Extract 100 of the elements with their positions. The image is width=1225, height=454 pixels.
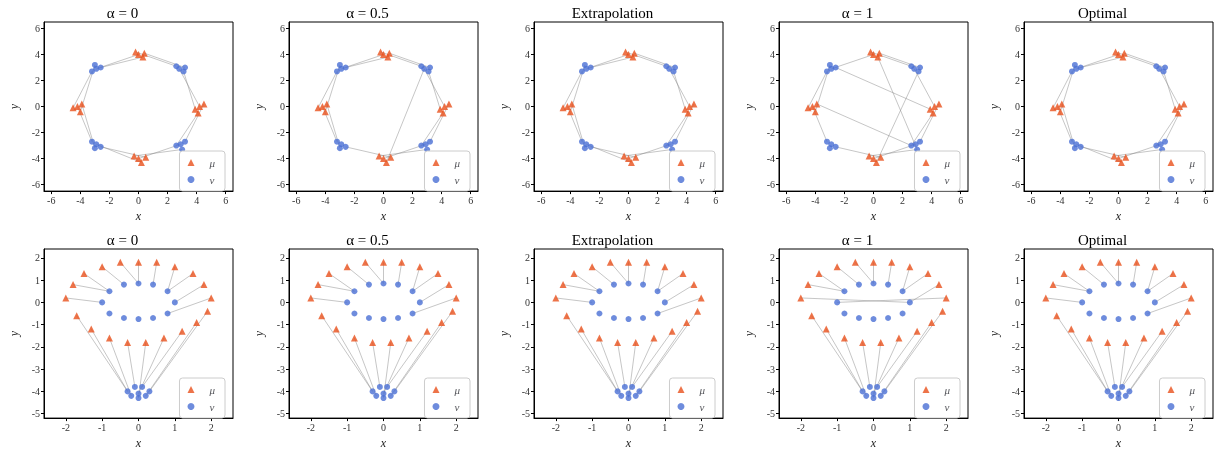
point bbox=[1067, 325, 1075, 333]
point bbox=[610, 314, 617, 321]
point bbox=[137, 158, 145, 166]
point bbox=[1122, 392, 1129, 399]
y-tick-label: 4 bbox=[525, 49, 530, 61]
point bbox=[581, 145, 588, 152]
point bbox=[906, 299, 913, 306]
y-tick-label: -4 bbox=[31, 385, 40, 397]
x-tick-label: -2 bbox=[306, 421, 315, 433]
y-tick-label: 6 bbox=[525, 23, 530, 34]
y-axis-title: y bbox=[252, 330, 266, 338]
point bbox=[382, 158, 390, 166]
point bbox=[826, 145, 833, 152]
point bbox=[409, 288, 416, 295]
x-tick-label: -6 bbox=[292, 194, 301, 206]
point bbox=[427, 64, 434, 71]
point bbox=[1096, 258, 1104, 266]
point bbox=[69, 104, 77, 112]
point bbox=[877, 153, 885, 161]
y-tick-label: 4 bbox=[1015, 49, 1020, 61]
point bbox=[193, 318, 201, 326]
x-tick-label: 6 bbox=[1203, 194, 1209, 206]
legend-label: ν bbox=[454, 400, 460, 413]
point bbox=[1085, 334, 1093, 342]
point bbox=[625, 280, 632, 287]
point bbox=[1077, 143, 1084, 150]
point bbox=[1122, 153, 1130, 161]
point bbox=[899, 288, 906, 295]
y-tick-label: -3 bbox=[521, 363, 530, 375]
point bbox=[395, 281, 402, 288]
y-tick-label: 2 bbox=[525, 75, 530, 87]
x-tick-label: -4 bbox=[1056, 194, 1065, 206]
point bbox=[629, 383, 636, 390]
point bbox=[142, 338, 150, 346]
point bbox=[863, 392, 870, 399]
x-tick-label: 2 bbox=[208, 421, 214, 433]
y-tick-label: 1 bbox=[280, 274, 285, 286]
point bbox=[929, 109, 937, 117]
point bbox=[1108, 392, 1115, 399]
legend-label: μ bbox=[1188, 156, 1196, 169]
point bbox=[684, 109, 692, 117]
x-tick-label: -1 bbox=[832, 421, 842, 433]
point bbox=[654, 288, 661, 295]
x-tick-label: 0 bbox=[626, 194, 631, 206]
y-tick-label: -2 bbox=[521, 341, 530, 353]
point bbox=[625, 155, 632, 163]
point bbox=[427, 138, 434, 145]
point bbox=[69, 281, 77, 289]
point bbox=[1130, 314, 1137, 321]
x-tick-label: -4 bbox=[811, 194, 820, 206]
y-tick-label: 0 bbox=[770, 296, 775, 308]
point bbox=[409, 310, 416, 317]
y-axis-title: y bbox=[497, 103, 511, 111]
point bbox=[80, 269, 88, 277]
point bbox=[336, 145, 343, 152]
point bbox=[1126, 388, 1133, 395]
point bbox=[387, 153, 395, 161]
point bbox=[1174, 109, 1182, 117]
x-tick-label: 4 bbox=[194, 194, 200, 206]
point bbox=[877, 392, 884, 399]
x-tick-label: 0 bbox=[871, 421, 876, 433]
y-tick-label: 1 bbox=[1015, 274, 1020, 286]
point bbox=[1144, 310, 1151, 317]
y-tick-label: -3 bbox=[31, 363, 40, 375]
chart-title: Optimal bbox=[1077, 4, 1128, 21]
point bbox=[855, 314, 862, 321]
point bbox=[380, 316, 387, 323]
x-tick-label: 0 bbox=[626, 421, 631, 433]
point bbox=[398, 258, 406, 266]
x-tick-label: 4 bbox=[439, 194, 445, 206]
legend-label: μ bbox=[453, 383, 461, 396]
point bbox=[570, 269, 578, 277]
point bbox=[380, 155, 387, 163]
legend-label: ν bbox=[454, 173, 460, 186]
point bbox=[606, 258, 614, 266]
point bbox=[874, 383, 881, 390]
x-tick-label: 0 bbox=[381, 194, 386, 206]
y-tick-label: -6 bbox=[521, 179, 530, 191]
y-axis-title: y bbox=[7, 330, 21, 338]
legend-label: ν bbox=[209, 173, 215, 186]
point bbox=[804, 104, 812, 112]
point bbox=[851, 258, 859, 266]
y-tick-label: -5 bbox=[766, 408, 775, 420]
point bbox=[164, 310, 171, 317]
y-tick-label: -4 bbox=[276, 385, 285, 397]
point bbox=[625, 258, 632, 266]
point bbox=[840, 334, 848, 342]
point bbox=[1122, 338, 1130, 346]
x-tick-label: -2 bbox=[551, 421, 560, 433]
point bbox=[333, 138, 340, 145]
point bbox=[913, 327, 921, 335]
y-tick-label: -2 bbox=[31, 127, 40, 139]
x-tick-label: 1 bbox=[662, 421, 668, 433]
y-tick-label: 2 bbox=[280, 252, 285, 264]
point bbox=[679, 269, 687, 277]
point bbox=[380, 280, 387, 287]
point bbox=[120, 281, 127, 288]
y-tick-label: 2 bbox=[1015, 252, 1020, 264]
point bbox=[589, 299, 596, 306]
y-tick-label: 6 bbox=[35, 23, 40, 34]
